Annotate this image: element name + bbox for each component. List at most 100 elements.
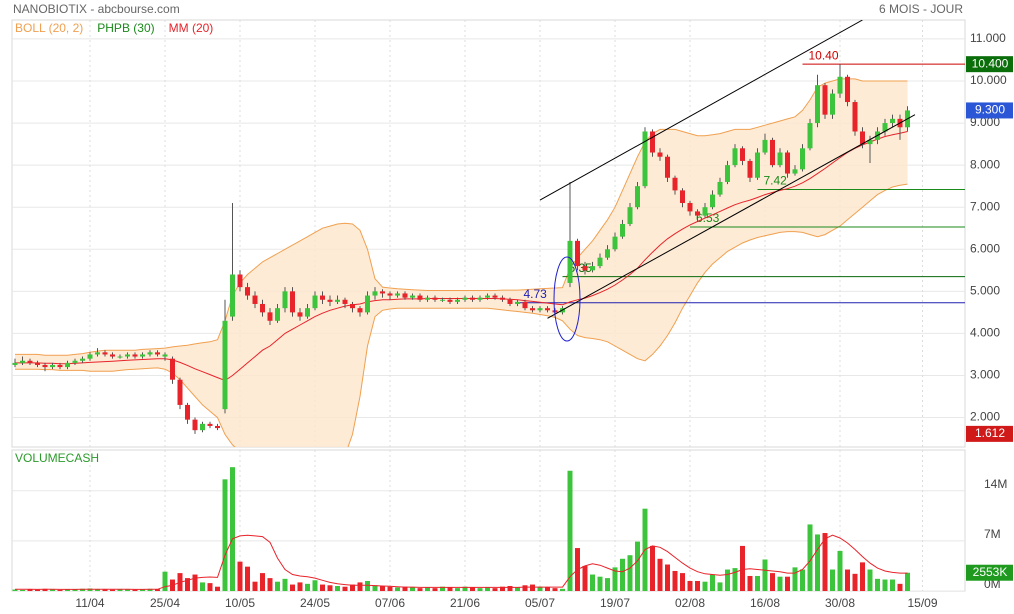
candle-body [477, 297, 483, 300]
volume-bar [395, 587, 400, 591]
volume-bar [612, 567, 618, 591]
candle-body [252, 295, 258, 304]
volume-bar [657, 558, 663, 591]
volume-bar [830, 569, 835, 591]
candle-body [627, 207, 633, 225]
volume-bar [147, 588, 153, 591]
candle-body [57, 364, 63, 368]
candle-body [95, 352, 100, 355]
volume-bar [890, 579, 895, 591]
candle-body [35, 362, 40, 365]
candle-body [365, 295, 370, 313]
volume-bar [282, 578, 288, 591]
volume-bar [845, 569, 850, 591]
candle-body [335, 299, 340, 302]
candle-body [867, 139, 873, 145]
volume-bar [305, 583, 310, 591]
volume-bar [432, 588, 438, 591]
level-label: 4.73 [524, 287, 548, 301]
y-tick-label: 7M [984, 527, 1001, 541]
candle-body [537, 308, 543, 311]
volume-bar [702, 581, 708, 591]
candle-body [665, 156, 670, 178]
x-tick-label: 05/07 [525, 596, 555, 610]
volume-bar [762, 559, 768, 591]
candle-body [230, 274, 235, 317]
volume-bar [777, 576, 783, 591]
volume-bar [807, 524, 813, 591]
volume-bar [312, 580, 318, 591]
candle-body [492, 295, 498, 298]
volume-bar [222, 479, 228, 591]
x-tick-label: 16/08 [750, 596, 780, 610]
legend-entry: MM (20) [169, 21, 214, 35]
candle-body [612, 236, 618, 250]
volume-bar [425, 587, 430, 591]
volume-label-box [966, 564, 1013, 581]
volume-bar [905, 572, 910, 591]
candle-body [837, 76, 843, 94]
volume-bar [50, 589, 55, 591]
volume-bar [185, 578, 190, 591]
candle-body [380, 291, 385, 294]
candle-body [800, 148, 805, 170]
volume-bar [192, 574, 198, 591]
x-tick-label: 11/04 [75, 596, 104, 610]
candle-body [515, 301, 520, 304]
volume-bar [20, 589, 25, 591]
x-tick-label: 19/07 [600, 596, 630, 610]
candle-body [372, 291, 378, 296]
volume-bar [875, 578, 880, 591]
volume-bar [552, 588, 558, 591]
volume-bar [80, 588, 85, 591]
y-tick-label: 3.000 [970, 368, 1000, 382]
candle-body [65, 362, 70, 368]
candle-body [200, 423, 205, 431]
candle-body [177, 379, 183, 405]
volume-bar [582, 565, 588, 591]
volume-bar [57, 589, 63, 591]
candle-body [42, 364, 48, 368]
candle-body [657, 152, 663, 157]
level-label: 10.40 [809, 48, 839, 62]
candle-body [447, 299, 453, 302]
candle-body [680, 190, 685, 203]
volume-bar [327, 585, 333, 591]
volume-bar [297, 582, 303, 591]
candle-body [402, 293, 408, 298]
volume-bar [200, 582, 205, 591]
volume-bar [695, 580, 700, 591]
candle-body [455, 299, 460, 302]
candle-body [882, 123, 888, 132]
volume-bar [35, 589, 40, 591]
volume-bar [140, 589, 145, 591]
candle-body [207, 423, 213, 426]
candle-body [342, 299, 348, 304]
volume-panel-frame [11, 449, 966, 592]
candle-body [642, 131, 648, 187]
candle-body [260, 303, 265, 313]
volume-bar [470, 587, 475, 591]
volume-bar [65, 589, 70, 591]
volume-bar [515, 587, 520, 591]
chart-subtitle: 6 MOIS - JOUR [879, 2, 963, 16]
price-label-box [966, 56, 1013, 73]
candle-body [777, 152, 783, 166]
candle-body [710, 194, 715, 208]
candle-body [72, 360, 78, 363]
candle-body [635, 186, 640, 208]
price-label: 1.612 [975, 426, 1005, 440]
candle-body [185, 404, 190, 420]
volume-bar [440, 586, 445, 591]
candle-body [395, 293, 400, 296]
legend-entry: PHPB (30) [97, 21, 154, 35]
candle-body [80, 358, 85, 361]
candle-body [747, 160, 753, 178]
volume-bar [740, 545, 745, 591]
volume-bar [755, 575, 760, 591]
volume-bar [387, 586, 393, 591]
volume-bar [747, 575, 753, 591]
candle-body [830, 93, 835, 115]
candle-body [792, 169, 798, 174]
